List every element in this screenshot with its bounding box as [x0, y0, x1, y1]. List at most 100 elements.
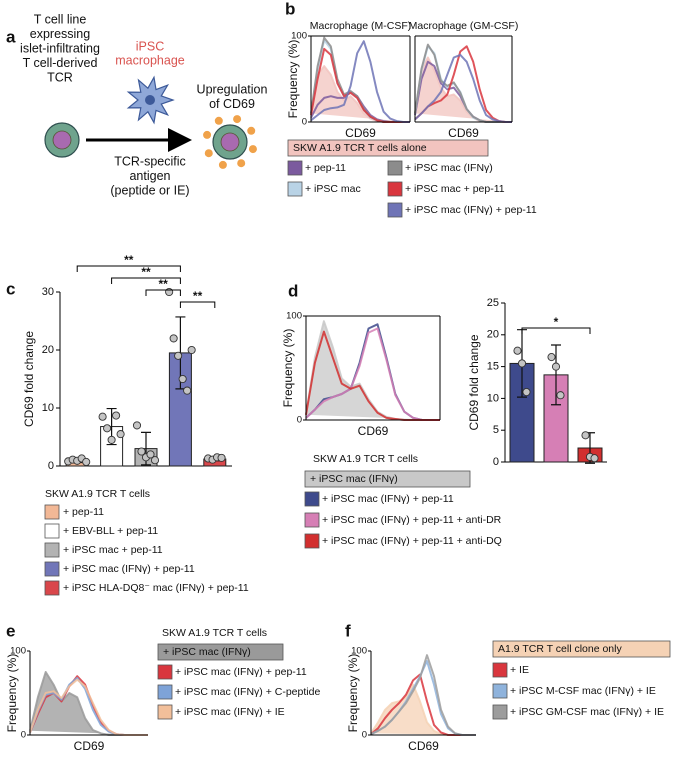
data-point [517, 359, 527, 368]
significance-bracket [521, 327, 591, 334]
legend-label: + iPSC mac (IFNγ) [310, 473, 398, 485]
significance-label: ** [159, 277, 169, 291]
legend-swatch [387, 160, 403, 176]
y-tick-label: 20 [487, 329, 499, 341]
data-point [146, 450, 155, 459]
legend-swatch [287, 139, 489, 157]
legend-label: + iPSC mac + pep-11 [63, 544, 163, 556]
data-point [187, 345, 196, 355]
x-axis-label: CD69 [448, 126, 479, 140]
legend-title: SKW A1.9 TCR T cells [162, 627, 267, 639]
diagram-text: T cell line [34, 12, 87, 26]
y-tick-label: 0 [297, 415, 302, 426]
y-tick-label: 0 [493, 456, 499, 468]
y-tick-label: 30 [42, 286, 54, 298]
cd69-dot [204, 149, 213, 158]
legend-label: + iPSC GM-CSF mac (IFNγ) + IE [510, 706, 664, 718]
legend-swatch [492, 662, 508, 678]
y-tick-label: 20 [42, 344, 54, 356]
legend-swatch [157, 643, 284, 661]
legend-label: SKW A1.9 TCR T cells alone [293, 142, 427, 154]
significance-bracket [76, 265, 181, 272]
legend-swatch [44, 580, 60, 596]
legend-swatch [157, 684, 173, 700]
data-point [551, 362, 561, 371]
data-point [137, 447, 146, 456]
diagram-text: Upregulation [197, 82, 268, 96]
legend-label: + pep-11 [63, 506, 104, 518]
legend-label: A1.9 TCR T cell clone only [498, 643, 622, 655]
chart-title: Macrophage (GM-CSF) [409, 20, 519, 32]
y-axis-label: Frequency (%) [286, 40, 300, 119]
diagram-text: TCR [47, 70, 73, 84]
diagram-text: T cell-derived [23, 56, 98, 70]
chart-title: Macrophage (M-CSF) [310, 20, 412, 32]
data-point [103, 424, 112, 433]
legend-swatch [287, 160, 303, 176]
significance-label: ** [141, 265, 151, 279]
cd69-dot [237, 159, 246, 168]
data-point [132, 421, 142, 430]
legend-label: + iPSC mac (IFNγ) + pep-11 + anti-DR [322, 514, 502, 526]
data-point [116, 430, 125, 439]
legend-label: + iPSC mac (IFNγ) [405, 162, 493, 174]
legend-swatch [44, 542, 60, 558]
legend-label: + iPSC mac + pep-11 [405, 183, 505, 195]
data-point [169, 334, 178, 343]
legend-swatch [157, 664, 173, 680]
legend-title: SKW A1.9 TCR T cells [313, 453, 418, 465]
x-axis-label: CD69 [345, 126, 376, 140]
legend-label: + iPSC mac (IFNγ) + C-peptide [175, 686, 320, 698]
cd69-dot [248, 145, 257, 154]
legend-label: + iPSC M-CSF mac (IFNγ) + IE [510, 685, 656, 697]
legend-swatch [287, 181, 303, 197]
diagram-text: iPSC [136, 39, 164, 53]
x-axis-label: CD69 [358, 424, 389, 438]
y-axis-label: Frequency (%) [346, 654, 360, 733]
legend-swatch [304, 512, 320, 528]
legend-title: SKW A1.9 TCR T cells [45, 488, 150, 500]
legend-label: + iPSC mac [305, 183, 361, 195]
diagram-text: (peptide or IE) [110, 183, 189, 197]
y-axis-label: CD69 fold change [22, 331, 36, 427]
legend-label: + iPSC mac (IFNγ) + pep-11 + anti-DQ [322, 535, 502, 547]
legend-label: + IE [510, 664, 529, 676]
diagram-text: antigen [129, 169, 170, 183]
cd69-dot [233, 115, 242, 124]
data-point [183, 386, 192, 395]
significance-label: * [554, 315, 559, 329]
y-tick-label: 100 [286, 311, 302, 322]
histogram-curve [29, 671, 148, 736]
y-tick-label: 0 [302, 117, 307, 128]
x-axis-label: CD69 [74, 739, 105, 753]
histogram-curve [370, 654, 476, 736]
legend-swatch [304, 491, 320, 507]
data-point [112, 411, 121, 420]
legend-swatch [492, 640, 671, 658]
panel-label: b [285, 0, 295, 18]
data-point [150, 456, 160, 465]
legend-swatch [157, 704, 173, 720]
cell-nucleus [52, 130, 72, 150]
diagram-text: islet-infiltrating [20, 41, 100, 55]
macrophage-nucleus [145, 95, 155, 105]
panel-label: e [6, 621, 15, 640]
legend-swatch [44, 561, 60, 577]
diagram-text: macrophage [115, 53, 185, 67]
significance-bracket [179, 301, 216, 308]
data-point [178, 374, 187, 384]
histogram-curve [310, 40, 410, 123]
legend-swatch [492, 704, 508, 720]
histogram-curve [305, 327, 440, 421]
data-point [82, 457, 91, 466]
legend-swatch [387, 202, 403, 218]
data-point [217, 453, 226, 462]
histogram-curve [414, 56, 512, 123]
legend-swatch [304, 470, 471, 488]
data-point [107, 435, 116, 444]
y-tick-label: 15 [487, 361, 499, 373]
significance-bracket [111, 277, 181, 284]
error-bar [551, 344, 561, 406]
y-tick-label: 10 [487, 392, 499, 404]
histogram-curve [370, 683, 476, 736]
